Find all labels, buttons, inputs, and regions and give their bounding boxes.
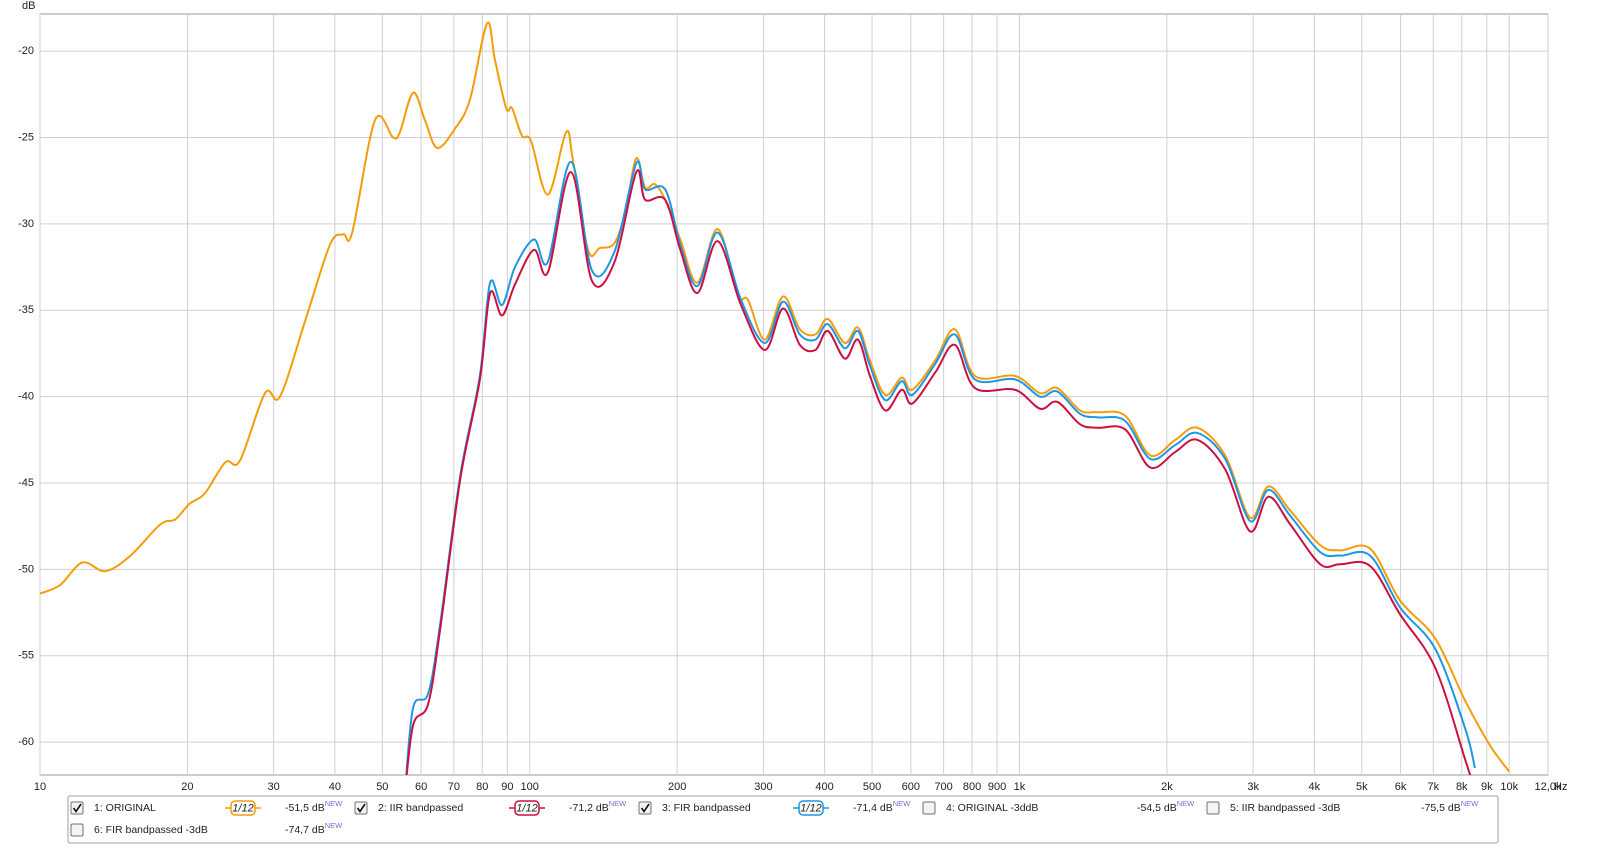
x-tick-label: 3k [1247,781,1259,793]
x-tick-label: 400 [815,781,833,793]
legend-item: 2: IIR bandpassed 1/12 -71,2 dBNEW [354,799,627,816]
y-unit-label: dB [22,0,35,12]
legend-checkbox[interactable] [638,801,652,815]
readout-value: -51,5 dB [285,802,325,814]
x-tick-label: 8k [1456,781,1468,793]
x-tick-label: 1k [1014,781,1026,793]
x-tick-label: 200 [668,781,686,793]
legend-name: 6: FIR bandpassed -3dB [94,824,208,836]
legend-name: 1: ORIGINAL [94,802,156,814]
x-tick-label: 800 [963,781,981,793]
legend-item: 6: FIR bandpassed -3dB -74,7 dBNEW [70,821,343,837]
legend-box [67,795,1499,844]
y-tick-label: -60 [18,736,34,748]
readout-badge: NEW [609,799,627,808]
series-line [405,169,1472,775]
smoothing-icon[interactable] [230,800,256,816]
legend-checkbox[interactable] [1206,801,1220,815]
legend-readout: -74,7 dBNEW [285,821,343,836]
x-tick-label: 30 [268,781,280,793]
legend-readout: -54,5 dBNEW [1137,799,1195,814]
legend-checkbox[interactable] [70,823,84,837]
legend-name: 2: IIR bandpassed [378,802,463,814]
readout-value: -54,5 dB [1137,802,1177,814]
smoothing-label: 1/12 [516,802,537,814]
readout-badge: NEW [1177,799,1195,808]
series-line [40,21,1511,773]
readout-badge: NEW [1461,799,1479,808]
lines [40,21,1511,775]
readout-badge: NEW [893,799,911,808]
x-tick-label: 90 [501,781,513,793]
legend-readout: -75,5 dBNEW [1421,799,1479,814]
y-tick-label: -20 [18,45,34,57]
checkmark [640,803,650,813]
y-tick-label: -50 [18,563,34,575]
x-tick-label: 80 [476,781,488,793]
x-tick-label: 7k [1428,781,1440,793]
x-unit-label: Hz [1554,781,1567,793]
x-tick-label: 100 [521,781,539,793]
y-tick-label: -45 [18,477,34,489]
x-tick-label: 60 [415,781,427,793]
legend-readout: -71,4 dBNEW [853,799,911,814]
legend-item: 1: ORIGINAL 1/12 -51,5 dBNEW [70,799,343,816]
grid [39,14,1549,775]
legend-checkbox[interactable] [922,801,936,815]
smoothing-label: 1/12 [800,802,821,814]
x-tick-label: 6k [1395,781,1407,793]
smoothing-icon[interactable] [514,800,540,816]
x-tick-label: 600 [902,781,920,793]
x-tick-label: 20 [181,781,193,793]
legend-checkbox[interactable] [70,801,84,815]
x-tick-label: 2k [1161,781,1173,793]
readout-badge: NEW [325,799,343,808]
x-tick-label: 9k [1481,781,1493,793]
legend-item: 4: ORIGINAL -3ddB -54,5 dBNEW [922,799,1195,815]
readout-value: -74,7 dB [285,824,325,836]
smoothing-icon[interactable] [798,800,824,816]
x-tick-label: 10 [34,781,46,793]
readout-value: -71,4 dB [853,802,893,814]
readout-value: -71,2 dB [569,802,609,814]
checkmark [72,803,82,813]
x-tick-label: 40 [329,781,341,793]
legend-checkbox[interactable] [354,801,368,815]
x-tick-label: 900 [988,781,1006,793]
legend-name: 3: FIR bandpassed [662,802,751,814]
x-tick-label: 10k [1500,781,1518,793]
x-tick-label: 4k [1309,781,1321,793]
labels: -20 -25 -30 -35 -40 -45 -50 -55 -60 10 20 30 40 50 60 7… [18,45,1562,793]
x-tick-label: 500 [863,781,881,793]
legend-item: 3: FIR bandpassed 1/12 -71,4 dBNEW [638,799,911,816]
legend-readout: -71,2 dBNEW [569,799,627,814]
x-tick-label: 12,0k [1535,781,1562,793]
legend-name: 5: IIR bandpassed -3dB [1230,802,1340,814]
x-tick-label: 300 [754,781,772,793]
legend-name: 4: ORIGINAL -3ddB [946,802,1038,814]
x-tick-label: 5k [1356,781,1368,793]
checkmark [356,803,366,813]
readout-badge: NEW [325,821,343,830]
y-tick-label: -35 [18,304,34,316]
series-line [405,160,1476,775]
readout-value: -75,5 dB [1421,802,1461,814]
plot-area [39,13,1549,776]
y-tick-label: -25 [18,131,34,143]
legend: 1: ORIGINAL 1/12 -51,5 dBNEW 2: IIR bandpas… [70,799,1479,837]
y-tick-label: -40 [18,391,34,403]
smoothing-label: 1/12 [232,802,253,814]
x-tick-label: 70 [448,781,460,793]
legend-readout: -51,5 dBNEW [285,799,343,814]
y-tick-label: -30 [18,218,34,230]
y-tick-label: -55 [18,650,34,662]
x-tick-label: 700 [934,781,952,793]
legend-item: 5: IIR bandpassed -3dB -75,5 dBNEW [1206,799,1479,815]
x-tick-label: 50 [376,781,388,793]
